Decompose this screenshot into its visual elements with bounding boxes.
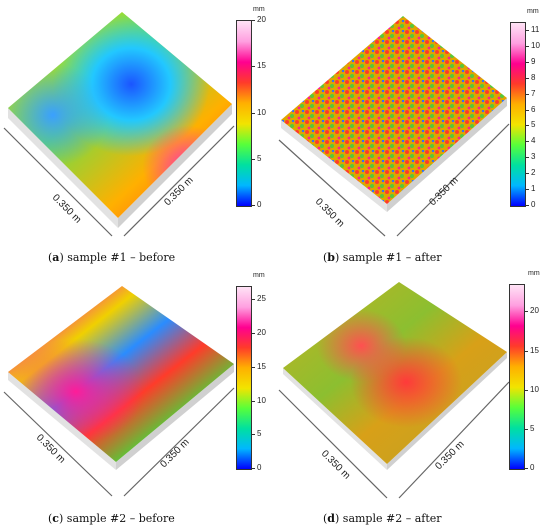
colorbar-tick-label: 15	[257, 361, 266, 371]
colorbar-tick-label: 10	[530, 384, 539, 394]
surface-plot: 0.350 m 0.350 m	[3, 286, 235, 497]
caption-text: sample #1 – before	[67, 251, 176, 264]
colorbar-tick-label: 0	[531, 200, 536, 209]
colorbar-tick-label: 20	[257, 328, 266, 338]
colorbar-tick-label: 1	[531, 184, 536, 194]
colorbar-tick-label: 8	[531, 72, 536, 82]
colorbar-tick-mark	[526, 45, 529, 47]
colorbar-tick-mark	[525, 389, 528, 391]
colorbar-unit: mm	[253, 6, 265, 13]
colorbar	[236, 20, 252, 207]
dimension-right: 0.350 m	[158, 437, 191, 470]
colorbar-tick-label: 0	[530, 463, 535, 472]
colorbar-tick-label: 4	[531, 136, 536, 146]
caption: (c) sample #2 – before	[48, 512, 175, 525]
colorbar-tick-mark	[252, 366, 255, 368]
caption-text: sample #2 – after	[342, 512, 442, 525]
surface-plot: 0.350 m 0.350 m	[278, 282, 510, 499]
colorbar-tick-label: 10	[257, 107, 266, 117]
colorbar-tick-label: 5	[257, 429, 262, 439]
panel-a: 0.350 m 0.350 m mm 0 5 10 15 20 (a) sample #…	[0, 0, 275, 264]
colorbar-tick-label: 6	[531, 104, 536, 114]
colorbar-unit: mm	[527, 8, 539, 15]
dimension-left: 0.350 m	[313, 196, 346, 229]
colorbar-tick-mark	[252, 205, 255, 206]
panel-b: 0.350 m 0.350 m mm 0 1 2 3 4 5 6 7 8 9 10 11 (b) sa…	[275, 0, 550, 264]
colorbar-tick-mark	[526, 189, 529, 191]
panel-c: 0.350 m 0.350 m mm 0 5 10 15 20 25 (c) sample…	[0, 264, 275, 527]
colorbar-tick-mark	[252, 299, 255, 301]
colorbar-tick-label: 0	[257, 200, 262, 209]
colorbar-tick-label: 15	[257, 61, 266, 71]
colorbar-tick-mark	[525, 311, 528, 313]
caption-letter: b	[327, 251, 335, 264]
colorbar-tick-mark	[526, 93, 529, 95]
colorbar-tick-label: 20	[257, 15, 266, 24]
colorbar-tick-label: 7	[531, 88, 536, 98]
colorbar-tick-label: 5	[530, 423, 535, 433]
colorbar	[236, 286, 252, 470]
colorbar-tick-mark	[526, 77, 529, 79]
colorbar-tick-label: 9	[531, 56, 536, 66]
colorbar-tick-label: 0	[257, 463, 262, 472]
colorbar-tick-mark	[526, 125, 529, 127]
surface-plot: 0.350 m 0.350 m	[3, 12, 235, 237]
colorbar-tick-mark	[252, 112, 255, 114]
caption: (b) sample #1 – after	[323, 251, 442, 264]
colorbar	[509, 284, 525, 470]
colorbar-tick-mark	[252, 20, 255, 21]
colorbar-tick-label: 5	[531, 120, 536, 130]
dimension-right: 0.350 m	[427, 175, 460, 208]
colorbar-tick-label: 10	[531, 40, 540, 50]
colorbar-tick-mark	[525, 468, 528, 469]
panel-d: 0.350 m 0.350 m mm 0 5 10 15 20 (d) sample #…	[275, 264, 550, 527]
dimension-left: 0.350 m	[50, 192, 83, 225]
colorbar-tick-label: 20	[530, 306, 539, 316]
colorbar-tick-label: 11	[531, 24, 540, 34]
surface-plot: 0.350 m 0.350 m	[278, 16, 510, 237]
colorbar-tick-label: 15	[530, 345, 539, 355]
caption-letter: d	[327, 512, 335, 525]
colorbar-tick-label: 3	[531, 152, 536, 162]
colorbar-tick-mark	[252, 434, 255, 436]
colorbar-tick-mark	[526, 173, 529, 175]
dimension-left: 0.350 m	[319, 448, 352, 481]
colorbar-tick-mark	[525, 350, 528, 352]
colorbar-tick-mark	[526, 141, 529, 143]
colorbar-tick-mark	[526, 61, 529, 63]
colorbar-unit: mm	[253, 272, 265, 279]
colorbar-tick-label: 5	[257, 153, 262, 163]
caption-text: sample #1 – after	[342, 251, 442, 264]
colorbar-tick-label: 2	[531, 168, 536, 178]
colorbar-tick-mark	[252, 468, 255, 469]
colorbar-tick-mark	[252, 66, 255, 68]
caption: (d) sample #2 – after	[323, 512, 442, 525]
dimension-right: 0.350 m	[162, 175, 195, 208]
colorbar-tick-label: 10	[257, 395, 266, 405]
colorbar-tick-mark	[252, 333, 255, 335]
colorbar-tick-mark	[526, 205, 529, 206]
colorbar-tick-mark	[526, 109, 529, 111]
colorbar-tick-mark	[526, 29, 529, 31]
colorbar-tick-mark	[252, 158, 255, 160]
colorbar-tick-label: 25	[257, 294, 266, 304]
caption-text: sample #2 – before	[66, 512, 175, 525]
colorbar-tick-mark	[526, 157, 529, 159]
colorbar-tick-mark	[525, 428, 528, 430]
caption-letter: c	[52, 512, 59, 525]
colorbar-unit: mm	[528, 270, 540, 277]
colorbar-tick-mark	[252, 400, 255, 402]
caption: (a) sample #1 – before	[48, 251, 176, 264]
caption-letter: a	[52, 251, 60, 264]
colorbar	[510, 22, 526, 207]
